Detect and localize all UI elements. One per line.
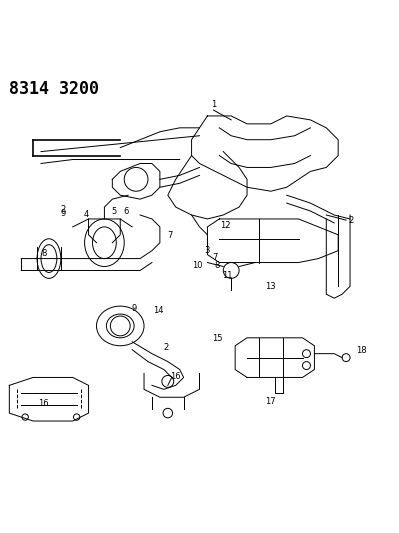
- Text: 12: 12: [220, 221, 231, 230]
- Text: 8: 8: [215, 261, 220, 270]
- Text: 8: 8: [41, 249, 47, 259]
- Text: 17: 17: [265, 397, 276, 406]
- Text: 3: 3: [205, 246, 210, 255]
- Text: 16: 16: [38, 399, 48, 408]
- Text: 15: 15: [212, 334, 223, 343]
- Text: 6: 6: [124, 207, 129, 216]
- Text: 2: 2: [60, 205, 65, 214]
- Text: 9: 9: [60, 209, 65, 218]
- Text: 11: 11: [222, 271, 233, 280]
- Text: 16: 16: [170, 372, 181, 381]
- Text: 1: 1: [211, 100, 216, 109]
- Text: 4: 4: [84, 210, 89, 219]
- Text: 7: 7: [213, 253, 218, 262]
- Text: 5: 5: [112, 207, 117, 216]
- Text: 14: 14: [153, 306, 163, 315]
- Text: 8314 3200: 8314 3200: [9, 80, 99, 98]
- Text: 7: 7: [167, 231, 172, 239]
- Text: 18: 18: [356, 346, 367, 356]
- Text: 10: 10: [192, 261, 203, 270]
- Text: 13: 13: [265, 282, 276, 292]
- Text: 2: 2: [348, 216, 354, 224]
- Text: 2: 2: [163, 343, 168, 352]
- Text: 9: 9: [132, 304, 137, 313]
